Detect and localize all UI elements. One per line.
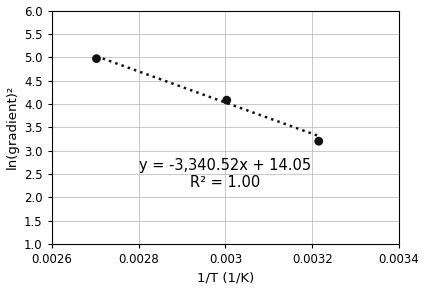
Point xyxy=(223,98,230,102)
X-axis label: 1/T (1/K): 1/T (1/K) xyxy=(197,271,254,284)
Point xyxy=(93,56,100,61)
Text: y = -3,340.52x + 14.05
R² = 1.00: y = -3,340.52x + 14.05 R² = 1.00 xyxy=(139,158,312,190)
Y-axis label: ln(gradient)²: ln(gradient)² xyxy=(6,85,19,169)
Point xyxy=(315,139,322,144)
